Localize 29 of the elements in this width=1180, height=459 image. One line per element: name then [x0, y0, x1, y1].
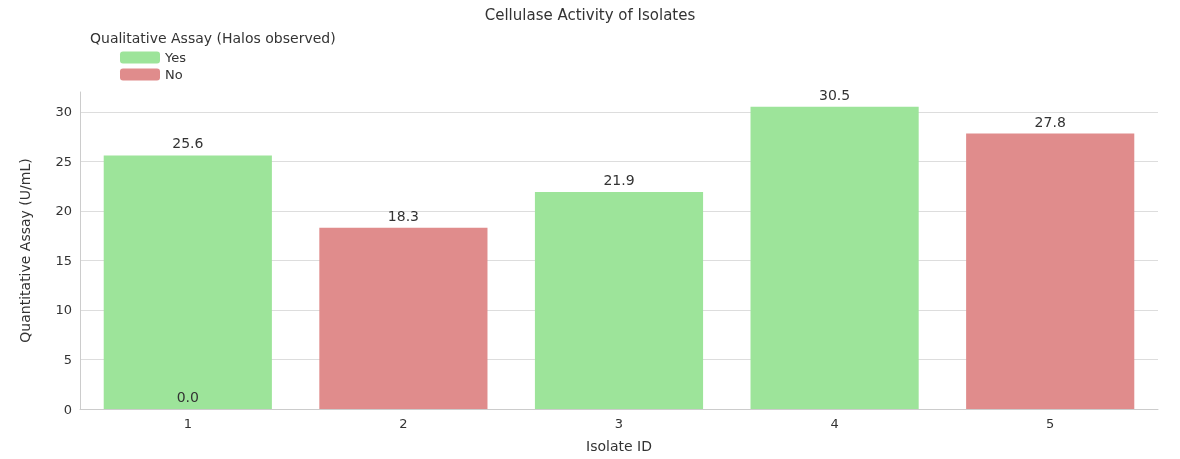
x-tick-label: 1 — [183, 416, 192, 431]
data-label: 30.5 — [819, 86, 851, 103]
bar — [319, 227, 488, 409]
y-tick-label: 20 — [55, 203, 72, 219]
x-tick-label: 4 — [830, 416, 839, 431]
bar — [966, 133, 1135, 409]
chart-title: Cellulase Activity of Isolates — [484, 5, 696, 24]
data-label: 27.8 — [1034, 113, 1066, 130]
y-tick-label: 10 — [55, 302, 72, 318]
data-label: 25.6 — [172, 135, 204, 152]
legend-label: No — [165, 67, 183, 82]
y-tick-label: 15 — [55, 252, 72, 268]
y-tick-label: 25 — [55, 153, 72, 169]
data-label: 0.0 — [176, 389, 199, 405]
data-label: 18.3 — [387, 207, 419, 224]
x-axis-title: Isolate ID — [586, 438, 652, 454]
x-tick-label: 2 — [399, 416, 408, 431]
bar — [534, 192, 704, 409]
bar — [103, 155, 272, 409]
bar — [750, 106, 919, 409]
y-tick-label: 30 — [55, 104, 72, 120]
y-tick-label: 5 — [63, 351, 72, 367]
legend-title: Qualitative Assay (Halos observed) — [90, 30, 336, 46]
data-label: 21.9 — [603, 172, 635, 189]
y-axis-title: Quantitative Assay (U/mL) — [17, 158, 33, 343]
legend-label: Yes — [164, 50, 187, 65]
x-tick-label: 3 — [614, 416, 624, 431]
x-tick-label: 5 — [1046, 416, 1055, 431]
y-tick-label: 0 — [63, 401, 72, 417]
